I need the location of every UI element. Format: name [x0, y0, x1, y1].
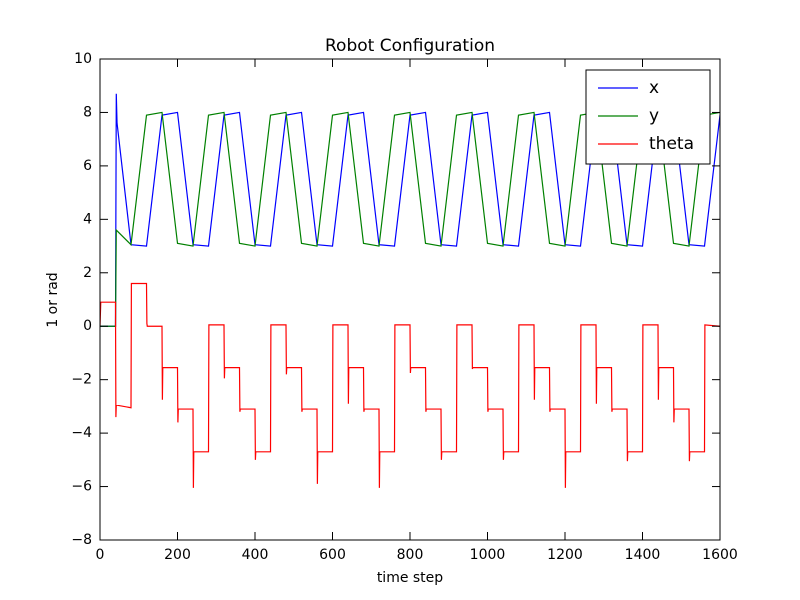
x-tick-label: 1600 [702, 547, 738, 563]
x-tick-label: 200 [164, 547, 191, 563]
x-tick-label: 1000 [470, 547, 506, 563]
y-tick-label: 6 [83, 158, 92, 174]
x-tick-label: 0 [96, 547, 105, 563]
x-tick-label: 400 [242, 547, 269, 563]
legend-box [585, 69, 711, 165]
y-axis-label: 1 or rad [45, 272, 61, 327]
chart-title: Robot Configuration [325, 36, 495, 56]
x-tick-label: 1200 [547, 547, 583, 563]
series-line [100, 111, 720, 327]
x-tick-label: 600 [319, 547, 346, 563]
series-line [100, 282, 720, 488]
y-tick-label: 0 [83, 318, 92, 334]
x-tick-label: 1400 [625, 547, 661, 563]
y-tick-label: 2 [83, 265, 92, 281]
y-tick-label: −6 [71, 479, 92, 495]
legend-label: x [649, 78, 659, 98]
y-tick-label: 4 [83, 211, 92, 227]
y-tick-label: −4 [71, 425, 92, 441]
y-tick-label: −2 [71, 372, 92, 388]
legend-label: theta [649, 134, 694, 154]
y-tick-label: 10 [74, 51, 92, 67]
legend-label: y [649, 106, 659, 126]
x-tick-label: 800 [397, 547, 424, 563]
x-axis-label: time step [377, 570, 443, 586]
y-tick-label: 8 [83, 104, 92, 120]
y-tick-label: −8 [71, 532, 92, 548]
